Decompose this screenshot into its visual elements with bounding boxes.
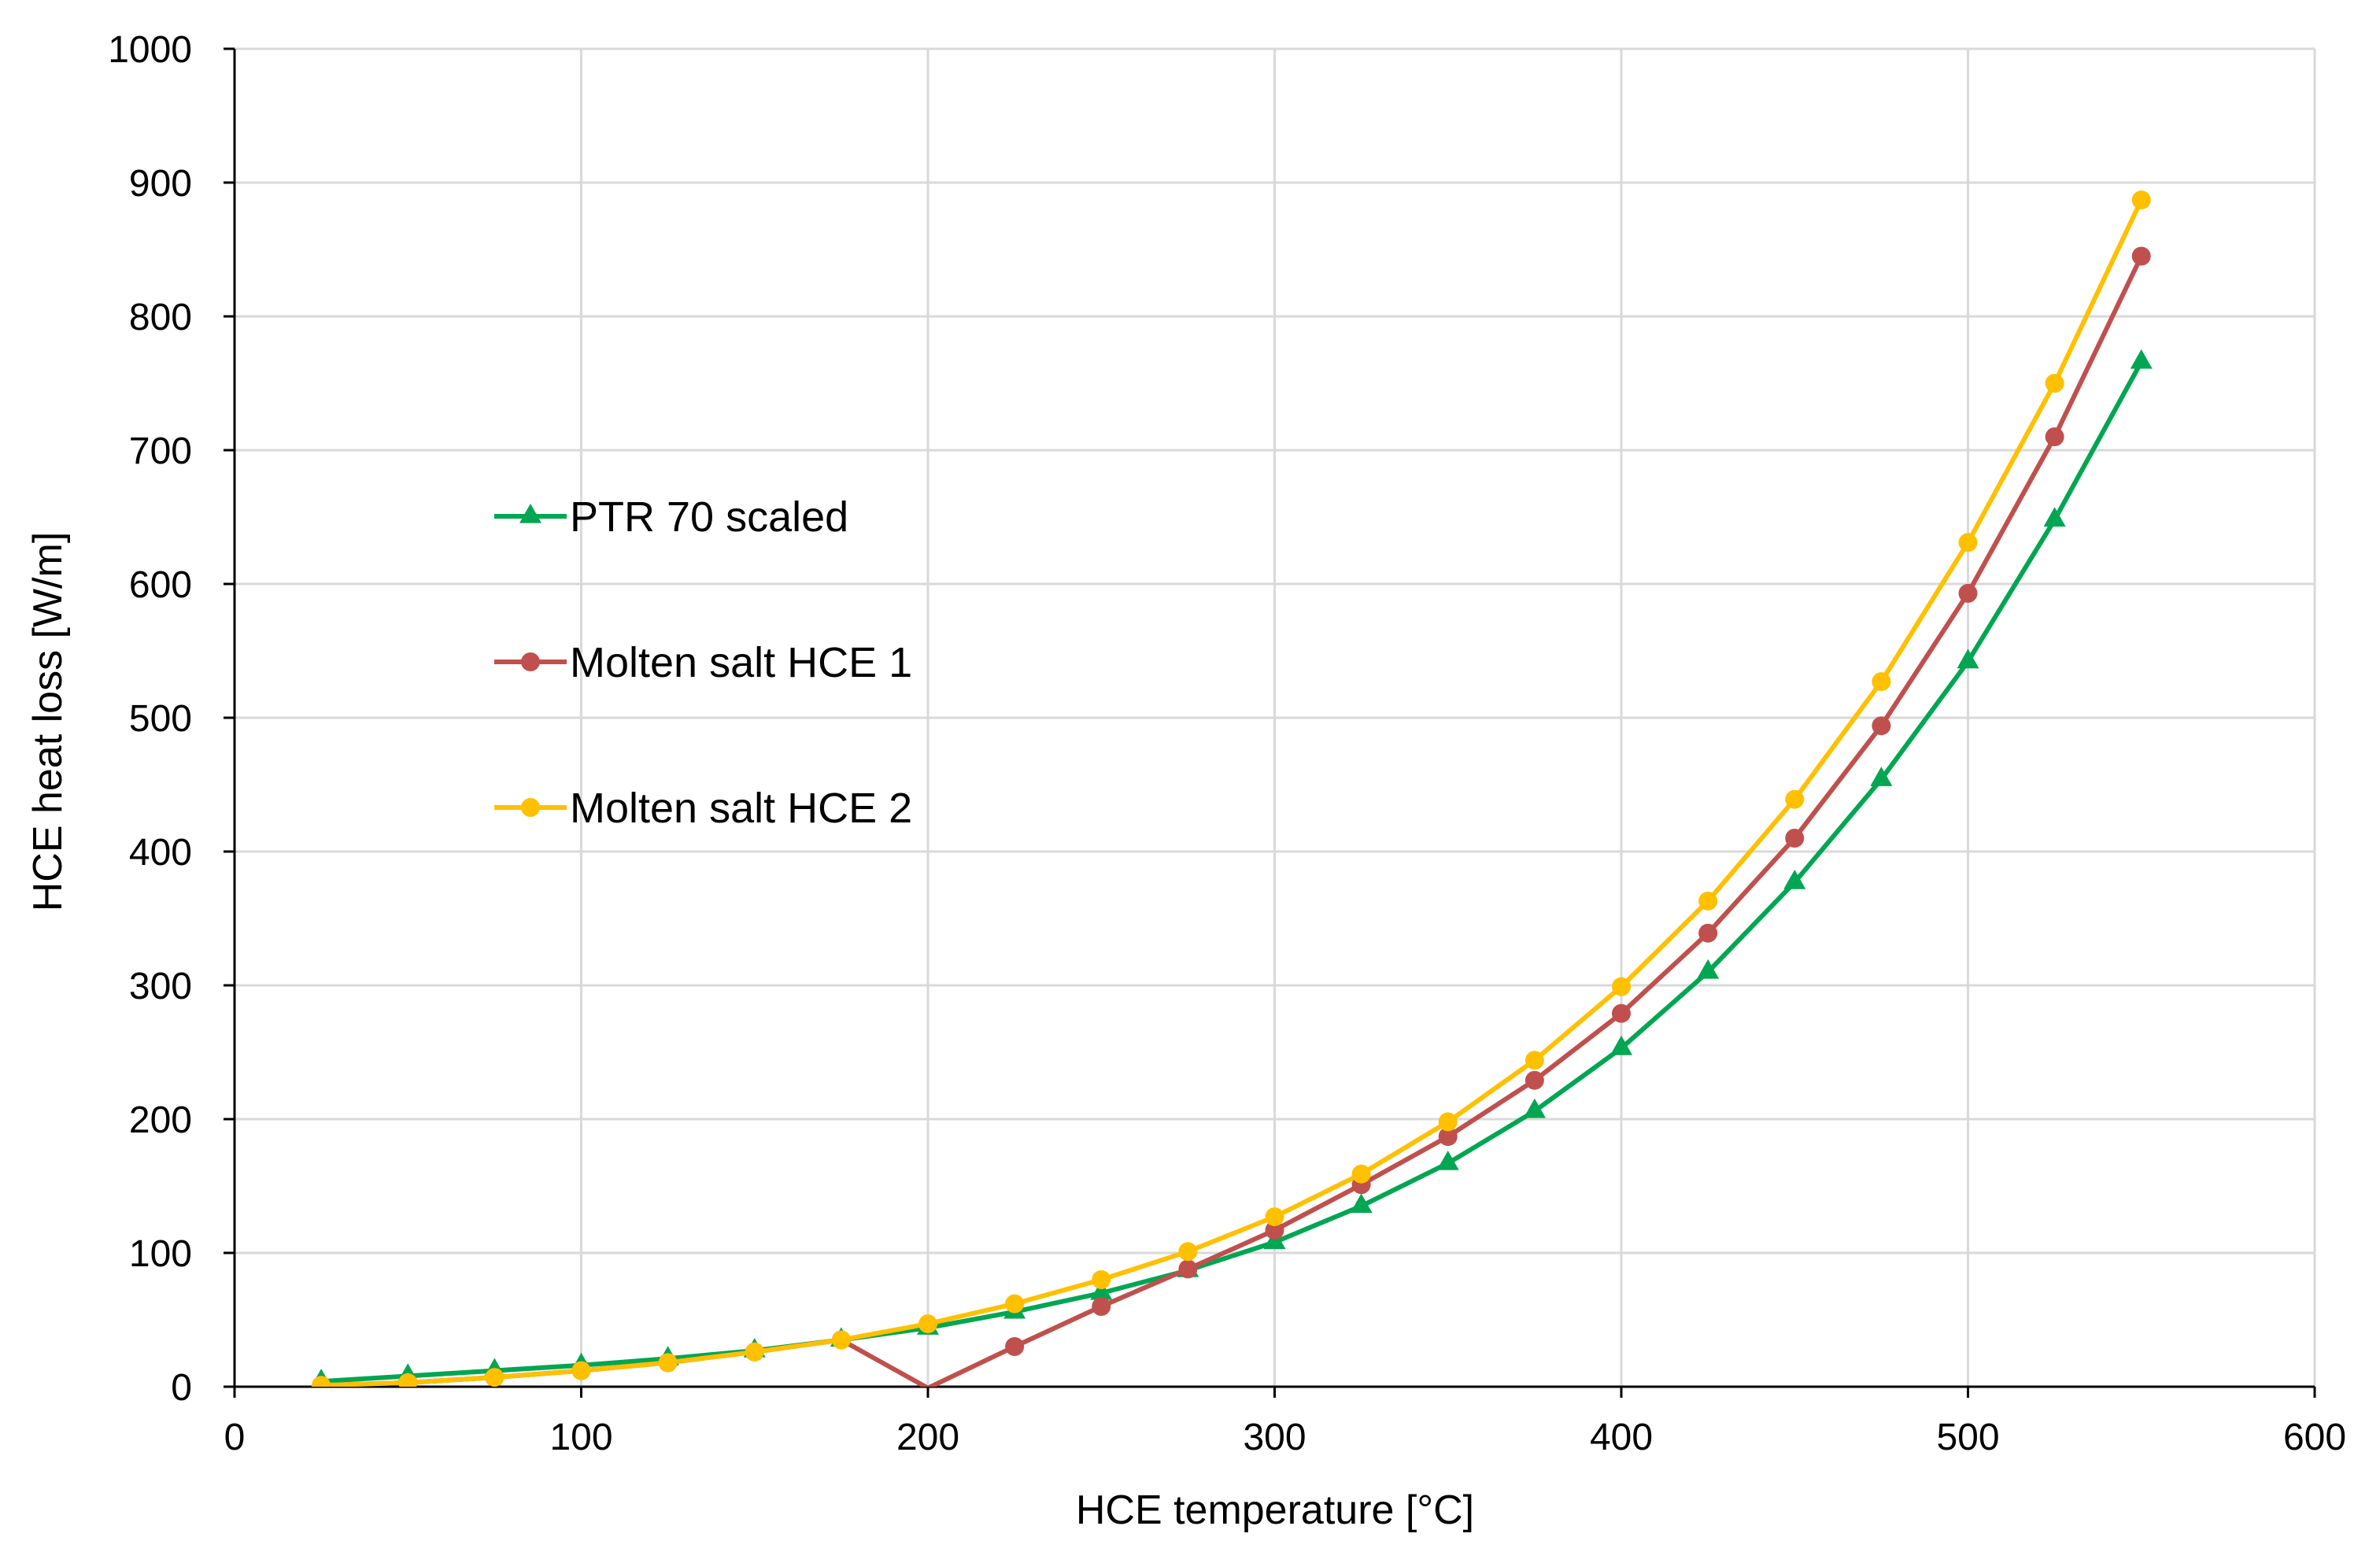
data-point-molten-salt-hce-1-300 [1265, 1221, 1284, 1240]
y-tick-label-500: 500 [129, 698, 192, 740]
tick-labels: 0 100 200 300 400 500 600 0 100 200 300 400 500 600 70… [108, 29, 2346, 1458]
legend-label: Molten salt HCE 1 [570, 639, 912, 686]
y-tick-label-400: 400 [129, 832, 192, 874]
y-tick-label-800: 800 [129, 297, 192, 338]
data-point-molten-salt-hce-1-450 [1785, 829, 1805, 848]
data-point-molten-salt-hce-2-125 [658, 1353, 678, 1373]
data-point-molten-salt-hce-1-525 [2045, 427, 2064, 446]
legend-label: Molten salt HCE 2 [570, 785, 912, 832]
series-line-ptr-70-scaled [319, 359, 2144, 1384]
x-tick-label-500: 500 [1936, 1417, 1999, 1458]
data-point-molten-salt-hce-2-550 [2131, 190, 2151, 210]
x-tick-label-200: 200 [896, 1417, 959, 1458]
legend-entry-molten-salt-hce-2: Molten salt HCE 2 [494, 785, 912, 832]
data-point-molten-salt-hce-2-100 [571, 1361, 591, 1380]
y-tick-label-700: 700 [129, 430, 192, 472]
data-point-ptr-70-scaled-400 [1610, 1035, 1632, 1055]
x-tick-label-100: 100 [549, 1417, 612, 1458]
x-tick-label-0: 0 [224, 1417, 246, 1458]
legend-swatch-marker [521, 652, 540, 671]
data-point-molten-salt-hce-2-25 [312, 1376, 331, 1387]
y-tick-label-0: 0 [171, 1367, 192, 1409]
data-point-molten-salt-hce-2-425 [1698, 891, 1718, 911]
legend-swatch-marker [519, 503, 541, 523]
data-point-molten-salt-hce-2-400 [1612, 977, 1631, 996]
x-tick-label-400: 400 [1590, 1417, 1653, 1458]
data-point-molten-salt-hce-2-450 [1785, 789, 1805, 809]
legend-label: PTR 70 scaled [570, 493, 848, 541]
data-point-ptr-70-scaled-450 [1783, 870, 1806, 889]
data-point-molten-salt-hce-1-275 [1178, 1259, 1198, 1279]
data-point-ptr-70-scaled-250 [1090, 1280, 1113, 1300]
data-point-molten-salt-hce-1-550 [2131, 246, 2151, 266]
data-point-molten-salt-hce-2-525 [2045, 374, 2064, 393]
data-point-ptr-70-scaled-325 [1350, 1193, 1373, 1214]
series-molten-salt-hce-2 [312, 190, 2151, 1387]
x-tick-label-600: 600 [2283, 1417, 2346, 1458]
data-point-molten-salt-hce-2-475 [1872, 672, 1891, 692]
data-point-ptr-70-scaled-500 [1957, 648, 1979, 669]
data-point-ptr-70-scaled-350 [1436, 1151, 1459, 1170]
axes [224, 47, 2316, 1398]
data-point-molten-salt-hce-2-200 [918, 1314, 937, 1334]
data-point-molten-salt-hce-1-375 [1524, 1070, 1544, 1090]
legend: PTR 70 scaled Molten salt HCE 1 Molten sal… [494, 493, 912, 832]
data-point-molten-salt-hce-2-300 [1265, 1207, 1284, 1227]
y-tick-label-100: 100 [129, 1233, 192, 1275]
gridlines [235, 47, 2316, 1387]
data-point-ptr-70-scaled-525 [2043, 507, 2066, 527]
x-tick-label-300: 300 [1243, 1417, 1306, 1458]
series-group [311, 190, 2153, 1387]
legend-entry-ptr-70-scaled: PTR 70 scaled [494, 493, 848, 541]
y-axis-title: HCE heat loss [W/m] [25, 532, 71, 912]
data-point-ptr-70-scaled-425 [1697, 959, 1720, 979]
data-point-molten-salt-hce-2-75 [485, 1368, 504, 1387]
series-line-molten-salt-hce-2 [319, 198, 2144, 1387]
data-point-molten-salt-hce-2-375 [1524, 1051, 1544, 1070]
data-point-molten-salt-hce-2-325 [1351, 1164, 1371, 1184]
data-point-molten-salt-hce-2-175 [831, 1330, 851, 1350]
data-point-molten-salt-hce-2-150 [745, 1342, 764, 1362]
x-axis-title: HCE temperature [°C] [1076, 1487, 1474, 1533]
y-tick-label-1000: 1000 [108, 29, 192, 71]
data-point-molten-salt-hce-1-475 [1872, 716, 1891, 736]
data-point-molten-salt-hce-1-425 [1698, 923, 1718, 943]
data-point-molten-salt-hce-2-500 [1958, 533, 1978, 552]
data-point-molten-salt-hce-2-350 [1438, 1112, 1458, 1132]
data-point-molten-salt-hce-2-250 [1092, 1270, 1111, 1289]
data-point-molten-salt-hce-1-500 [1958, 583, 1978, 603]
y-tick-label-300: 300 [129, 966, 192, 1007]
data-point-ptr-70-scaled-550 [2130, 349, 2153, 369]
data-point-molten-salt-hce-1-250 [1092, 1297, 1111, 1316]
data-point-molten-salt-hce-2-275 [1178, 1242, 1198, 1262]
data-point-molten-salt-hce-2-225 [1005, 1294, 1025, 1314]
data-point-ptr-70-scaled-375 [1523, 1098, 1546, 1118]
data-point-molten-salt-hce-1-400 [1612, 1003, 1631, 1023]
y-tick-label-200: 200 [129, 1099, 192, 1141]
legend-entry-molten-salt-hce-1: Molten salt HCE 1 [494, 639, 912, 686]
data-point-molten-salt-hce-1-350 [1438, 1127, 1458, 1147]
y-tick-label-900: 900 [129, 163, 192, 205]
y-tick-label-600: 600 [129, 564, 192, 606]
data-point-molten-salt-hce-1-225 [1005, 1337, 1025, 1356]
data-point-ptr-70-scaled-475 [1870, 767, 1893, 786]
data-point-molten-salt-hce-2-50 [398, 1373, 418, 1387]
legend-swatch-marker [521, 798, 540, 817]
